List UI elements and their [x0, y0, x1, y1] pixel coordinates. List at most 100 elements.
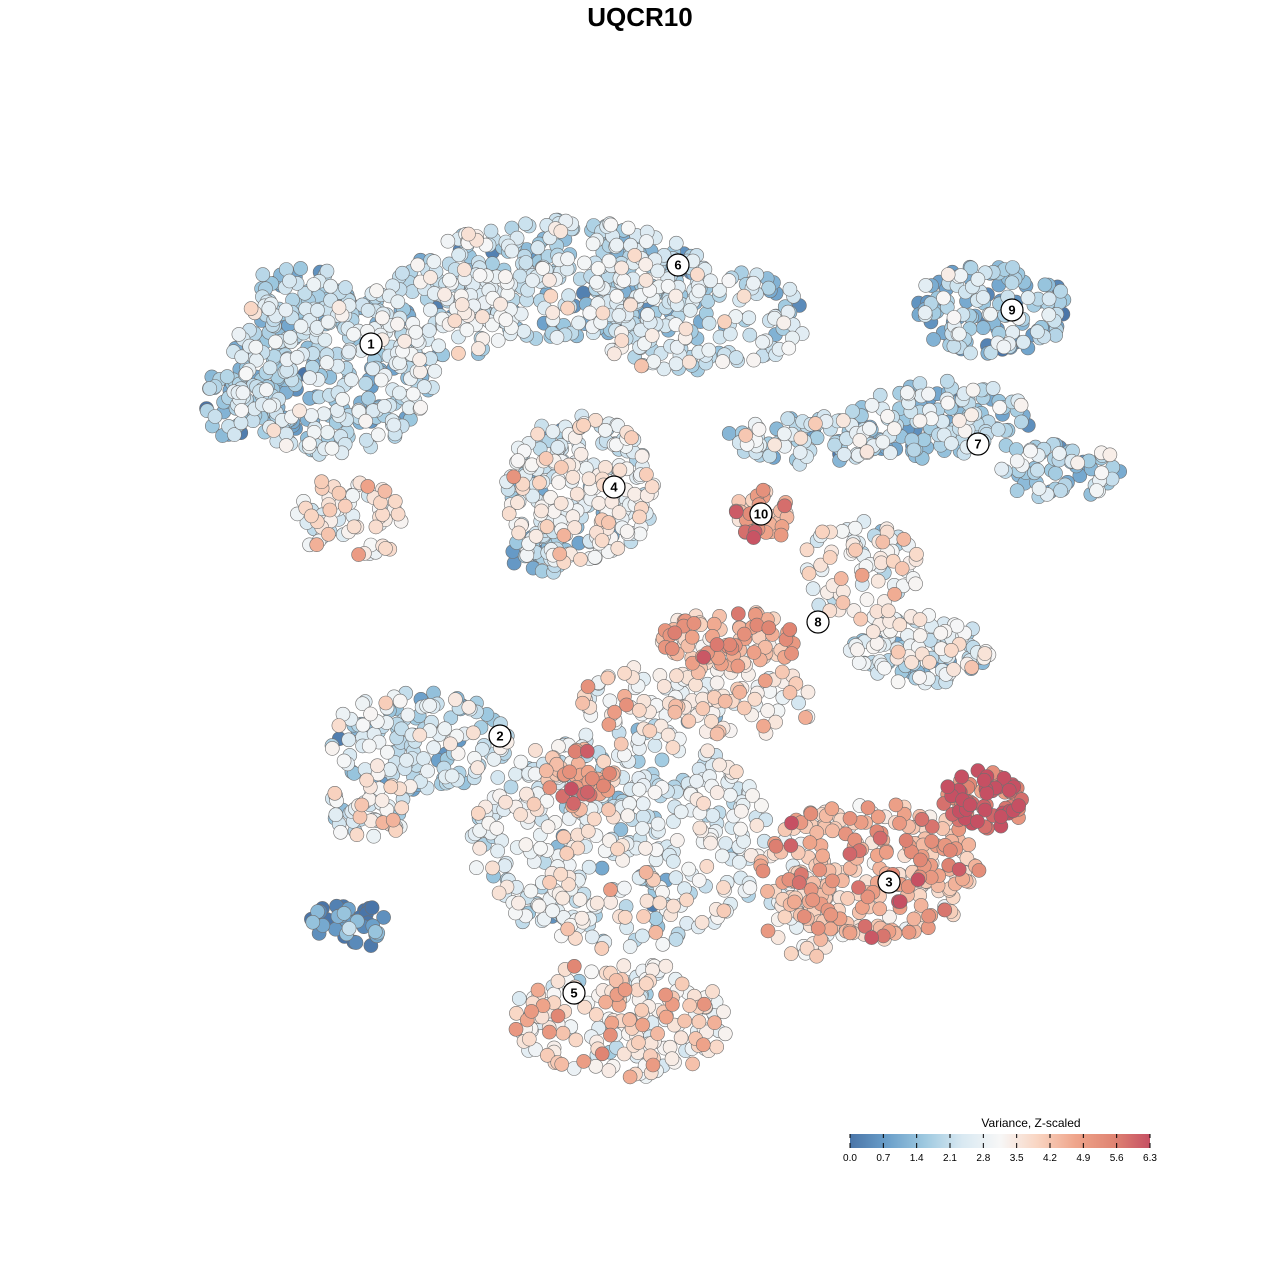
data-point — [924, 833, 940, 849]
cluster-label-7: 7 — [966, 432, 990, 456]
data-point — [852, 433, 868, 448]
data-point — [650, 263, 666, 279]
data-point — [545, 424, 561, 439]
data-point — [716, 1004, 731, 1020]
data-point — [757, 673, 773, 689]
data-point — [227, 427, 242, 442]
data-point — [906, 911, 922, 927]
data-point — [580, 784, 595, 800]
data-point — [760, 703, 776, 718]
data-point — [360, 479, 376, 494]
data-point — [601, 253, 617, 269]
data-point — [612, 462, 628, 478]
data-point — [378, 695, 394, 711]
data-point — [1011, 798, 1027, 813]
cluster-label-text: 3 — [885, 875, 892, 890]
data-point — [892, 617, 908, 633]
data-point — [540, 819, 556, 835]
data-point — [983, 306, 998, 322]
data-point — [293, 318, 309, 334]
data-point — [864, 397, 880, 413]
data-point — [550, 1008, 566, 1024]
cluster-label-badge — [877, 870, 901, 894]
data-point — [634, 448, 650, 464]
data-point — [634, 1002, 650, 1018]
data-point — [530, 240, 546, 255]
data-point — [352, 809, 368, 825]
data-point — [523, 883, 539, 899]
data-point — [862, 421, 877, 436]
data-point — [994, 461, 1010, 477]
data-point — [566, 796, 581, 811]
data-point — [472, 268, 488, 283]
data-point — [883, 445, 898, 461]
data-point — [666, 898, 681, 914]
data-point — [560, 251, 575, 267]
data-point — [977, 802, 993, 818]
data-point — [519, 786, 534, 802]
data-point — [896, 531, 912, 547]
data-point — [682, 302, 698, 318]
data-point — [1016, 334, 1031, 350]
data-point — [644, 328, 660, 343]
data-point — [691, 283, 707, 299]
data-point — [374, 310, 390, 326]
data-point — [908, 576, 923, 592]
data-point — [559, 846, 575, 861]
cluster-label-1: 1 — [359, 332, 383, 356]
data-point — [378, 541, 393, 556]
data-point — [802, 835, 818, 850]
cluster-label-text: 8 — [814, 615, 821, 630]
data-point — [859, 592, 875, 607]
data-point — [943, 642, 959, 658]
data-point — [677, 1013, 693, 1029]
data-point — [685, 1056, 700, 1072]
data-point — [1031, 481, 1047, 496]
data-point — [704, 713, 719, 729]
data-point — [483, 223, 499, 239]
data-point — [728, 764, 744, 780]
data-point — [721, 273, 737, 288]
data-point — [963, 260, 979, 276]
data-point — [364, 900, 380, 916]
data-point — [355, 717, 371, 733]
data-point — [602, 766, 617, 781]
data-point — [426, 740, 441, 756]
data-point — [309, 537, 325, 553]
data-point — [521, 1031, 537, 1047]
data-point — [971, 863, 987, 878]
legend-tick-label: 2.8 — [976, 1153, 990, 1164]
data-point — [717, 693, 733, 709]
data-point — [266, 423, 282, 438]
data-point — [451, 247, 467, 263]
data-point — [591, 495, 607, 511]
data-point — [354, 797, 370, 813]
data-point — [567, 744, 583, 759]
data-point — [733, 821, 748, 837]
cluster-label-badge — [562, 981, 586, 1005]
data-point — [835, 413, 851, 428]
data-point — [416, 379, 432, 395]
data-point — [810, 920, 826, 936]
data-point — [607, 704, 622, 720]
data-point — [328, 807, 344, 823]
data-point — [760, 923, 776, 939]
data-point — [678, 321, 694, 337]
data-point — [336, 906, 352, 921]
cluster-label-3: 3 — [877, 870, 901, 894]
data-point — [331, 718, 347, 733]
data-point — [511, 525, 527, 541]
data-point — [635, 821, 650, 836]
data-point — [335, 391, 350, 407]
data-point — [842, 811, 858, 826]
data-point — [619, 524, 635, 539]
data-point — [738, 428, 754, 443]
data-point — [674, 976, 690, 992]
data-point — [890, 674, 906, 690]
data-point — [584, 964, 599, 980]
data-point — [975, 320, 991, 336]
data-point — [1009, 483, 1025, 499]
data-point — [805, 892, 821, 908]
data-point — [746, 275, 761, 291]
data-point — [799, 940, 815, 956]
